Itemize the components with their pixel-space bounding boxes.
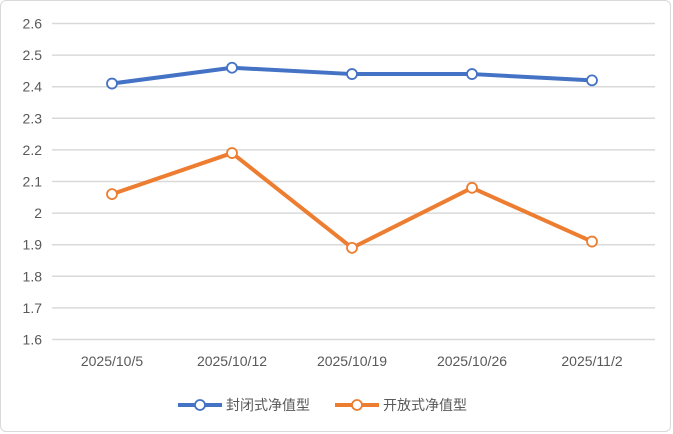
data-point <box>226 147 238 159</box>
series-line-1 <box>111 151 593 250</box>
legend-marker-1 <box>351 399 363 411</box>
y-tick-label: 2.1 <box>23 174 43 190</box>
y-tick-label: 2.5 <box>23 47 43 63</box>
x-tick-label: 2025/11/2 <box>561 353 622 369</box>
data-point <box>466 181 478 194</box>
legend-label: 开放式净值型 <box>383 397 467 413</box>
y-tick-label: 2.2 <box>23 142 43 158</box>
x-tick-label: 2025/10/26 <box>437 353 507 369</box>
data-point <box>226 61 238 74</box>
x-tick-label: 2025/10/5 <box>81 353 143 369</box>
x-tick-label: 2025/10/12 <box>197 353 267 369</box>
data-point <box>466 68 478 80</box>
data-point <box>346 68 358 80</box>
y-tick-label: 1.7 <box>23 300 43 316</box>
y-tick-label: 2.3 <box>23 110 43 126</box>
data-point <box>106 188 118 201</box>
legend-marker-0 <box>194 399 206 411</box>
data-point <box>586 235 598 248</box>
y-tick-label: 1.9 <box>23 237 43 253</box>
y-tick-label: 1.8 <box>23 268 43 284</box>
data-point <box>586 74 598 87</box>
y-tick-label: 1.6 <box>23 332 43 348</box>
y-tick-label: 2 <box>34 205 42 221</box>
data-point <box>346 241 358 254</box>
y-tick-label: 2.6 <box>23 16 43 32</box>
data-point <box>106 77 118 90</box>
x-tick-label: 2025/10/19 <box>317 353 387 369</box>
legend-label: 封闭式净值型 <box>226 397 310 413</box>
y-tick-label: 2.4 <box>23 79 43 95</box>
